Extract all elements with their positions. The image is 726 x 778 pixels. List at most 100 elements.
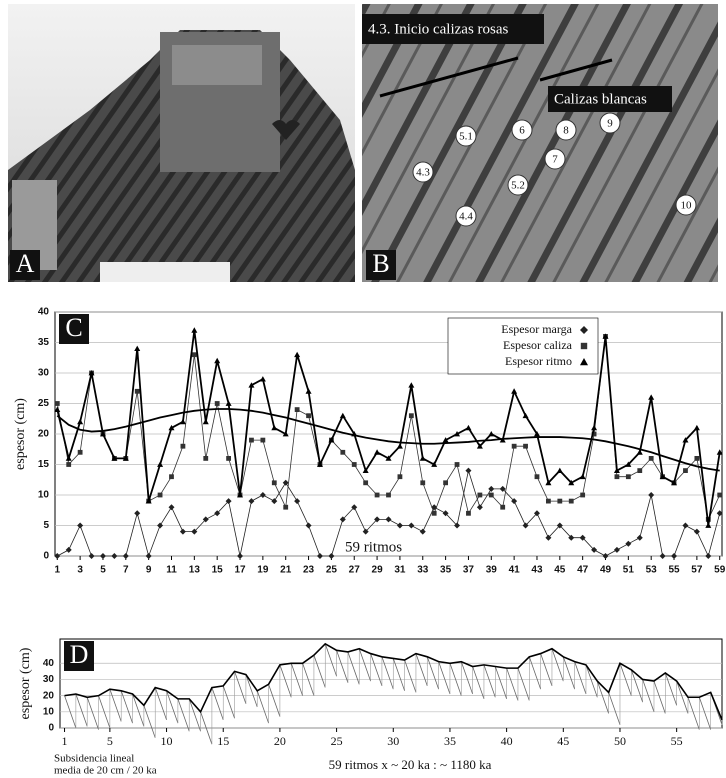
- point: [225, 498, 232, 505]
- point: [533, 510, 540, 517]
- point: [362, 467, 369, 473]
- subsidence-line: [109, 689, 122, 722]
- point: [580, 492, 586, 498]
- point: [202, 516, 209, 523]
- point: [305, 388, 312, 394]
- point: [191, 352, 197, 358]
- point: [259, 376, 266, 382]
- point: [716, 449, 723, 455]
- subsidence-line: [494, 666, 508, 700]
- point: [122, 455, 129, 461]
- point: [613, 546, 620, 553]
- point: [523, 443, 528, 449]
- subsidence-line: [143, 705, 156, 738]
- x-tick-label: 50: [614, 734, 626, 748]
- point: [522, 522, 529, 529]
- subsidence-line: [200, 711, 213, 745]
- x-tick-label: 3: [77, 565, 83, 576]
- subsidence-line: [551, 648, 564, 682]
- panel-letter: D: [70, 640, 89, 669]
- legend-label: Espesor ritmo: [505, 354, 572, 368]
- point: [625, 540, 632, 547]
- point: [77, 522, 84, 529]
- point: [636, 449, 643, 455]
- photo-marker: [544, 148, 566, 170]
- point: [408, 522, 415, 529]
- x-tick-label: 15: [212, 565, 224, 576]
- point: [66, 462, 72, 467]
- x-tick-label: 15: [217, 734, 229, 748]
- point: [499, 437, 506, 443]
- y-tick-label: 10: [43, 706, 55, 717]
- point: [443, 480, 449, 486]
- point: [328, 437, 335, 443]
- point: [306, 413, 311, 419]
- point: [568, 534, 575, 541]
- point: [99, 553, 106, 559]
- point: [214, 401, 220, 406]
- photo-label: 6: [519, 125, 525, 137]
- legend-label: Espesor caliza: [503, 338, 573, 352]
- note: Subsidencia lineal: [54, 753, 134, 765]
- subsidence-line: [245, 674, 258, 708]
- point: [671, 553, 678, 559]
- point: [111, 553, 118, 559]
- point: [282, 431, 289, 437]
- y-tick-label: 0: [43, 551, 49, 562]
- subsidence-line: [268, 684, 281, 717]
- subsidence-line: [177, 698, 190, 732]
- x-tick-label: 39: [486, 565, 498, 576]
- subsidence-line: [75, 693, 88, 727]
- subsidence-line: [64, 695, 77, 729]
- subsidence-line: [279, 664, 292, 698]
- x-tick-label: 23: [303, 565, 315, 576]
- photo-label: 7: [552, 154, 558, 166]
- x-tick-label: 59: [714, 565, 726, 576]
- x-tick-label: 19: [257, 565, 269, 576]
- point: [556, 467, 563, 473]
- point: [454, 462, 460, 467]
- point: [248, 498, 255, 505]
- subsidence-line: [608, 692, 621, 725]
- point: [716, 510, 723, 517]
- point: [420, 480, 426, 486]
- x-tick-label: 45: [554, 565, 566, 576]
- point: [533, 431, 540, 437]
- point: [442, 437, 449, 443]
- point: [397, 474, 403, 480]
- point: [476, 443, 483, 449]
- subsidence-line: [86, 697, 99, 730]
- point: [556, 522, 563, 529]
- x-tick-label: 13: [189, 565, 201, 576]
- point: [545, 534, 552, 541]
- y-tick-label: 15: [38, 459, 50, 470]
- x-tick-label: 1: [62, 734, 68, 748]
- point: [648, 394, 655, 400]
- x-tick-label: 41: [509, 565, 521, 576]
- panel-letter-box: [64, 641, 94, 671]
- point: [294, 498, 301, 505]
- point: [180, 443, 186, 449]
- legend-marker: [580, 358, 588, 366]
- series-line: [56, 336, 721, 521]
- point: [476, 504, 483, 511]
- point: [682, 522, 689, 529]
- point: [568, 498, 574, 504]
- point: [122, 553, 129, 559]
- x-tick-label: 5: [107, 734, 113, 748]
- photo-marker: [599, 112, 621, 134]
- x-tick-label: 57: [691, 565, 703, 576]
- x-tick-label: 55: [671, 734, 683, 748]
- photo-marker: [507, 174, 529, 196]
- photo-label: 4.3: [416, 167, 430, 179]
- point: [385, 455, 392, 461]
- point: [111, 455, 118, 461]
- photo-label: 5.1: [459, 131, 473, 143]
- subsidence-line: [596, 680, 610, 714]
- subsidence-line: [132, 693, 145, 727]
- point: [648, 456, 654, 461]
- point: [705, 553, 712, 559]
- x-tick-label: 37: [463, 565, 475, 576]
- point: [328, 553, 335, 559]
- thickness-line: [64, 642, 723, 721]
